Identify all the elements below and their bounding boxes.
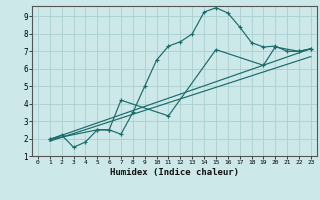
X-axis label: Humidex (Indice chaleur): Humidex (Indice chaleur) <box>110 168 239 177</box>
